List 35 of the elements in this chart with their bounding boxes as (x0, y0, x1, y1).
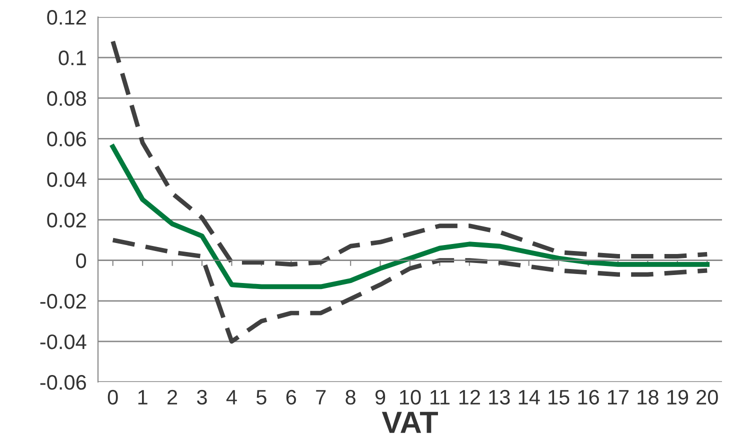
x-tick-label: 15 (548, 390, 570, 405)
line-series (110, 144, 710, 290)
x-tick-label: 20 (696, 390, 718, 405)
y-tick-label: 0.1 (58, 50, 86, 66)
x-tick-label: 5 (256, 390, 266, 405)
line-series (110, 39, 710, 267)
x-tick-label: 3 (197, 390, 207, 405)
x-tick-label: 13 (489, 390, 510, 405)
y-tick-label: 0 (76, 253, 86, 268)
y-tick-label: -0.06 (40, 375, 86, 390)
x-tick-label: 8 (346, 390, 356, 405)
x-tick-label: 12 (459, 390, 480, 404)
x-tick-label: 4 (226, 390, 237, 404)
text: VAT (382, 412, 438, 433)
y-tick-label: 0.12 (47, 10, 86, 25)
y-tick-label: 0.08 (47, 91, 86, 106)
x-tick-label: 6 (286, 390, 296, 405)
y-tick-label: 0.06 (47, 132, 86, 146)
x-tick-label: 7 (316, 390, 326, 404)
x-tick-label: 19 (667, 390, 688, 405)
x-tick-label: 18 (638, 390, 658, 405)
y-tick-label: -0.04 (40, 334, 86, 350)
y-tick-label: 0.04 (47, 172, 86, 187)
y-tick-label: 0.02 (47, 212, 86, 228)
line-series (110, 238, 710, 344)
x-tick-label: 14 (518, 390, 540, 404)
x-tick-label: 9 (375, 390, 386, 405)
x-tick-label: 10 (400, 390, 421, 405)
x-tick-label: 17 (608, 390, 629, 404)
x-tick-label: 0 (108, 390, 118, 405)
x-tick-label: 16 (578, 390, 599, 405)
x-tick-label: 1 (138, 390, 148, 404)
y-tick-label: -0.02 (40, 294, 86, 309)
x-tick-label: 11 (430, 390, 450, 404)
x-tick-label: 2 (168, 390, 178, 404)
